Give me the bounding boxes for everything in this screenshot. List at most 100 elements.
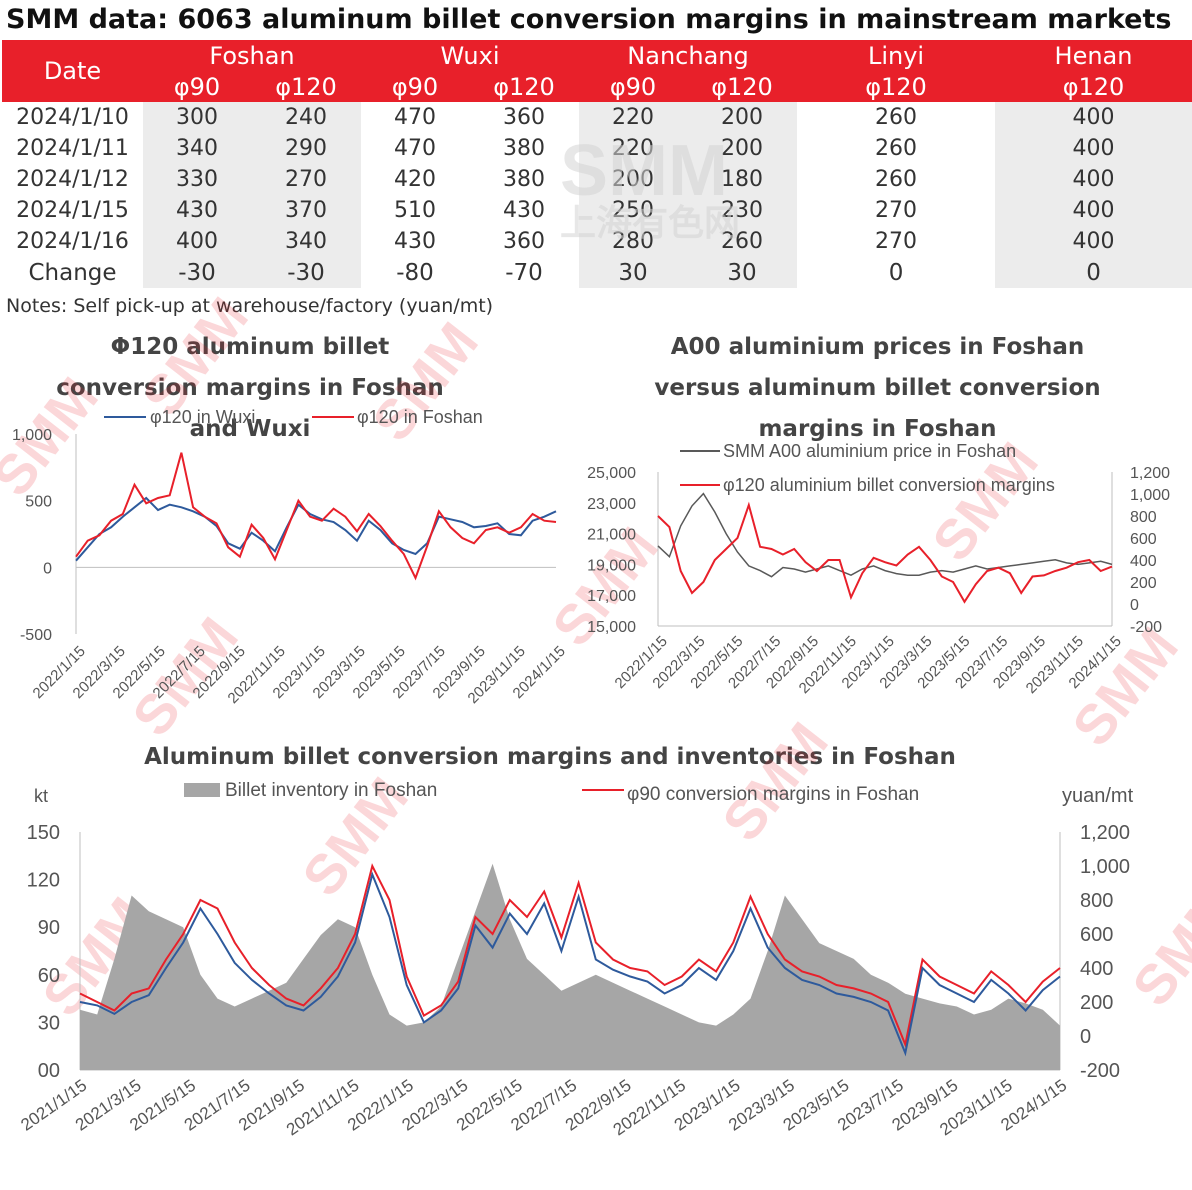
y-tick-label: 600 — [1130, 531, 1157, 548]
axis-label-right: yuan/mt — [1062, 785, 1134, 807]
table-cell: 200 — [579, 164, 688, 195]
y-tick-label: 0 — [1130, 597, 1139, 614]
chart3-title: Aluminum billet conversion margins and i… — [144, 744, 956, 770]
y-tick-label: 60 — [38, 965, 60, 987]
table-cell: 470 — [394, 105, 437, 130]
y-tick-label: 500 — [25, 494, 52, 511]
table-cell: 270 — [875, 198, 918, 223]
row-date: 2024/1/11 — [16, 136, 129, 161]
table-cell: 200 — [687, 102, 798, 133]
table-cell: 180 — [687, 164, 798, 195]
table-cell: 340 — [143, 133, 251, 164]
y-tick-label: 1,000 — [12, 427, 52, 444]
table-cell: -70 — [505, 259, 543, 286]
y-tick-label: 19,000 — [587, 557, 636, 574]
table-cell: 430 — [503, 198, 546, 223]
y-tick-label: -500 — [20, 627, 52, 644]
legend-label: φ120 in Wuxi — [150, 407, 255, 427]
y-tick-label: 17,000 — [587, 588, 636, 605]
table-cell: 400 — [995, 195, 1192, 226]
y-tick-label: 25,000 — [587, 465, 636, 482]
margins-table: Date Foshan Wuxi Nanchang Linyi Henan φ9… — [2, 40, 1192, 288]
series-line — [657, 492, 1113, 578]
y-tick-label: 15,000 — [587, 619, 636, 636]
table-cell: 0 — [888, 259, 904, 286]
city-header: Henan — [995, 40, 1192, 71]
table-cell: 340 — [251, 226, 362, 257]
city-header: Linyi — [797, 40, 996, 71]
y-tick-label: 800 — [1130, 509, 1157, 526]
table-cell: 220 — [579, 102, 688, 133]
row-date: 2024/1/15 — [16, 198, 129, 223]
table-cell: -30 — [251, 257, 362, 288]
table-cell: 420 — [394, 167, 437, 192]
series-line — [75, 496, 557, 562]
y-tick-label: 0 — [43, 560, 52, 577]
table-cell: 400 — [995, 164, 1192, 195]
city-header: Nanchang — [579, 40, 798, 71]
city-header: Wuxi — [361, 40, 580, 71]
table-cell: 380 — [503, 136, 546, 161]
y-tick-label: 150 — [27, 822, 60, 844]
y-tick-label: -200 — [1130, 619, 1162, 636]
city-header: Foshan — [143, 40, 362, 71]
table-cell: 270 — [875, 229, 918, 254]
y-tick-label: 400 — [1130, 553, 1157, 570]
table-cell: 400 — [143, 226, 251, 257]
watermark-logo: SMM — [1120, 876, 1192, 1018]
table-cell: 430 — [143, 195, 251, 226]
table-row: 2024/1/15 430 370 510 430 250 230 270 400 — [2, 195, 1192, 226]
y-tick-label: 1,200 — [1130, 465, 1170, 482]
table-cell: 260 — [875, 105, 918, 130]
table-notes: Notes: Self pick-up at warehouse/factory… — [6, 295, 494, 317]
row-date: 2024/1/12 — [16, 167, 129, 192]
y-tick-label: 1,000 — [1080, 856, 1130, 878]
table-cell: 30 — [579, 257, 688, 288]
table-row: 2024/1/16 400 340 430 360 280 260 270 400 — [2, 226, 1192, 257]
series-line — [75, 452, 557, 581]
table-cell: 260 — [687, 226, 798, 257]
size-header: φ120 — [797, 71, 996, 102]
y-tick-label: -200 — [1080, 1060, 1120, 1082]
size-header: φ90 — [361, 71, 470, 102]
legend-label: SMM A00 aluminium price in Foshan — [723, 441, 1016, 461]
y-tick-label: 600 — [1080, 924, 1113, 946]
series-line — [79, 863, 1061, 1048]
axis-label-left: kt — [34, 786, 48, 806]
page-title: SMM data: 6063 aluminum billet conversio… — [6, 4, 1172, 35]
watermark-logo: 上海有色网 — [560, 202, 740, 243]
row-date: Change — [28, 259, 117, 286]
table-cell: 260 — [875, 136, 918, 161]
y-tick-label: 200 — [1080, 992, 1113, 1014]
inventory-area — [80, 863, 1060, 1070]
table-cell: 400 — [995, 133, 1192, 164]
legend-swatch — [184, 783, 220, 797]
y-tick-label: 1,200 — [1080, 822, 1130, 844]
chart1-title: Φ120 aluminum billet conversion margins … — [56, 334, 444, 442]
legend-label: φ90 conversion margins in Foshan — [627, 784, 919, 805]
y-tick-label: 00 — [38, 1060, 60, 1082]
table-cell: 220 — [579, 133, 688, 164]
y-tick-label: 30 — [38, 1012, 60, 1034]
table-row: 2024/1/11 340 290 470 380 220 200 260 400 — [2, 133, 1192, 164]
size-header: φ120 — [995, 71, 1192, 102]
y-tick-label: 800 — [1080, 890, 1113, 912]
table-cell: 400 — [995, 226, 1192, 257]
table-cell: 430 — [394, 229, 437, 254]
table-row: 2024/1/10 300 240 470 360 220 200 260 400 — [2, 102, 1192, 133]
table-cell: 380 — [503, 167, 546, 192]
table-cell: 330 — [143, 164, 251, 195]
watermark-logo: SMM — [360, 311, 490, 453]
table-cell: 360 — [503, 105, 546, 130]
size-header: φ120 — [251, 71, 362, 102]
size-header: φ120 — [687, 71, 798, 102]
table-cell: 30 — [687, 257, 798, 288]
table-cell: 250 — [579, 195, 688, 226]
watermark-logo: SMM — [710, 711, 840, 853]
table-cell: 280 — [579, 226, 688, 257]
row-date: 2024/1/10 — [16, 105, 129, 130]
table-cell: 0 — [995, 257, 1192, 288]
size-header: φ120 — [469, 71, 580, 102]
table-cell: -30 — [143, 257, 251, 288]
